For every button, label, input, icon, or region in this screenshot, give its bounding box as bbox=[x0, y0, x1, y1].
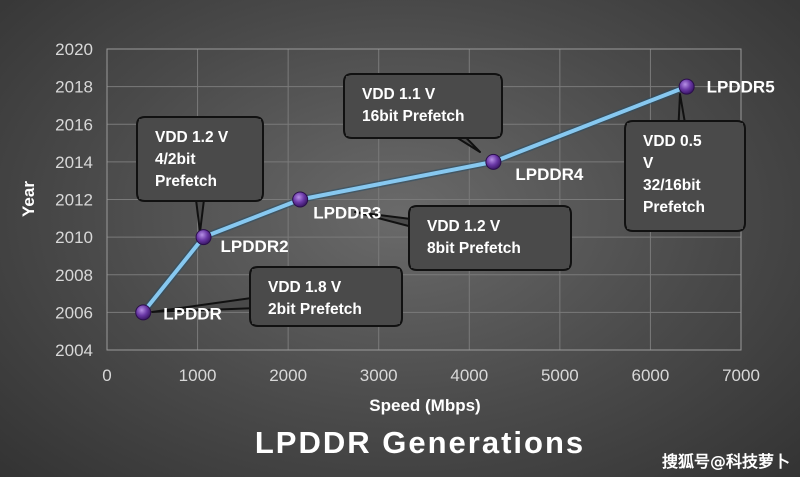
callout-text: 2bit Prefetch bbox=[268, 301, 362, 318]
callout-fill bbox=[252, 269, 400, 324]
data-point-marker bbox=[485, 153, 502, 170]
data-point-marker bbox=[292, 191, 309, 208]
axis-layer: 2004 2006 2008 2010 2012 2014 2016 2018 2020 0 100… bbox=[55, 40, 760, 385]
x-tick-label: 1000 bbox=[179, 366, 217, 385]
callout-text: VDD 1.2 V bbox=[155, 129, 229, 146]
data-point-label: LPDDR2 bbox=[221, 237, 289, 256]
y-tick-label: 2016 bbox=[55, 115, 93, 134]
callout-fill bbox=[411, 208, 569, 268]
x-tick-label: 4000 bbox=[450, 366, 488, 385]
data-point-label: LPDDR bbox=[163, 304, 222, 323]
callout-fill bbox=[346, 76, 500, 136]
data-point-marker bbox=[135, 304, 152, 321]
data-point-label: LPDDR5 bbox=[707, 78, 775, 97]
callout-layer: VDD 1.8 V 2bit Prefetch VDD 1.2 V 4/2bit Pre… bbox=[136, 73, 746, 327]
y-tick-label: 2018 bbox=[55, 78, 93, 97]
x-tick-label: 3000 bbox=[360, 366, 398, 385]
chart-title: LPDDR Generations bbox=[255, 425, 585, 460]
x-tick-label: 7000 bbox=[722, 366, 760, 385]
data-point-marker bbox=[678, 78, 695, 95]
callout-text: 32/16bit bbox=[643, 177, 701, 194]
data-point-label: LPDDR4 bbox=[515, 165, 584, 184]
x-tick-label: 5000 bbox=[541, 366, 579, 385]
watermark: 搜狐号@科技萝卜 bbox=[662, 452, 790, 471]
y-tick-label: 2008 bbox=[55, 266, 93, 285]
y-tick-label: 2020 bbox=[55, 40, 93, 59]
series-layer bbox=[135, 78, 695, 321]
data-point-marker bbox=[195, 229, 212, 246]
y-tick-label: 2014 bbox=[55, 153, 93, 172]
callout-text: VDD 0.5 bbox=[643, 133, 702, 150]
callout-text: Prefetch bbox=[155, 173, 217, 190]
callout-text: 16bit Prefetch bbox=[362, 108, 465, 125]
callout-fill bbox=[627, 123, 743, 229]
callout-text: Prefetch bbox=[643, 199, 705, 216]
x-tick-label: 6000 bbox=[632, 366, 670, 385]
y-tick-label: 2012 bbox=[55, 191, 93, 210]
x-tick-label: 0 bbox=[102, 366, 111, 385]
callout-text: V bbox=[643, 155, 654, 172]
callout-text: VDD 1.1 V bbox=[362, 86, 436, 103]
y-tick-label: 2010 bbox=[55, 228, 93, 247]
x-tick-label: 2000 bbox=[269, 366, 307, 385]
y-tick-label: 2006 bbox=[55, 303, 93, 322]
callout-text: 8bit Prefetch bbox=[427, 240, 521, 257]
callout-fill bbox=[139, 119, 261, 199]
y-tick-label: 2004 bbox=[55, 341, 93, 360]
callout-text: 4/2bit bbox=[155, 151, 195, 168]
label-layer: LPDDR LPDDR2 LPDDR3 LPDDR4 LPDDR5 bbox=[163, 78, 774, 324]
callout-text: VDD 1.8 V bbox=[268, 279, 342, 296]
x-axis-label: Speed (Mbps) bbox=[369, 396, 480, 415]
data-point-label: LPDDR3 bbox=[313, 204, 381, 223]
callout-text: VDD 1.2 V bbox=[427, 218, 501, 235]
y-axis-label: Year bbox=[19, 181, 38, 217]
